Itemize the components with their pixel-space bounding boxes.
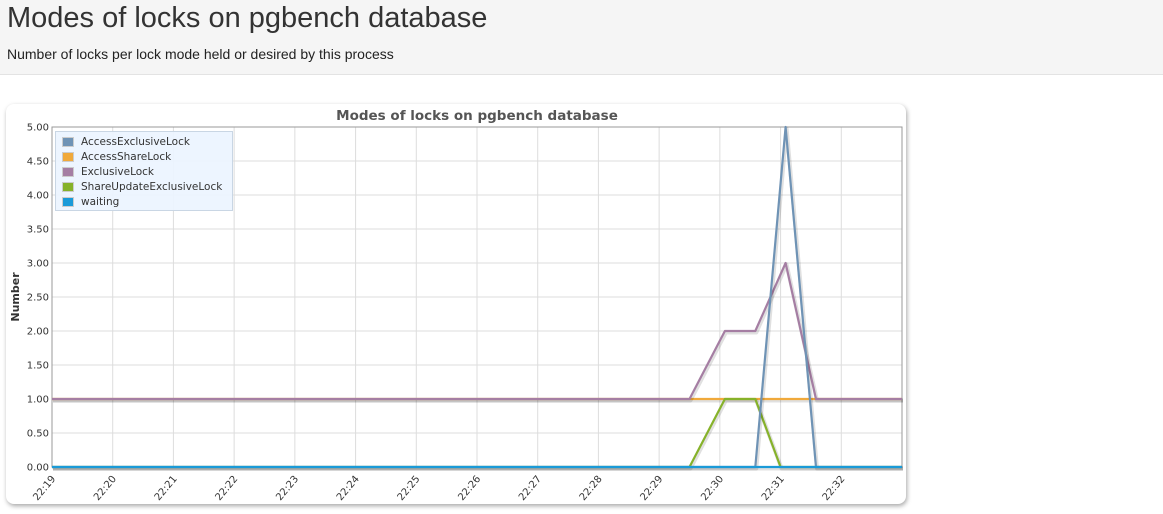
x-tick-label: 22:27: [517, 474, 544, 503]
y-tick-label: 3.00: [27, 259, 49, 270]
x-tick-label: 22:31: [760, 474, 787, 503]
legend-swatch: [62, 136, 74, 147]
legend-item-exclusive-lock[interactable]: ExclusiveLock: [62, 164, 232, 179]
x-tick-label: 22:20: [92, 474, 119, 503]
page-header: Modes of locks on pgbench database Numbe…: [0, 0, 1163, 75]
y-tick-label: 0.00: [27, 463, 49, 474]
legend-label: waiting: [81, 195, 120, 208]
y-tick-label: 2.00: [27, 327, 49, 338]
y-tick-label: 5.00: [27, 123, 49, 134]
y-tick-label: 4.50: [27, 157, 49, 168]
legend-label: AccessExclusiveLock: [81, 135, 190, 148]
y-tick-label: 3.50: [27, 225, 49, 236]
legend-item-access-exclusive-lock[interactable]: AccessExclusiveLock: [62, 134, 232, 149]
y-tick-label: 1.50: [27, 361, 49, 372]
legend-label: AccessShareLock: [81, 150, 172, 163]
x-tick-label: 22:23: [274, 474, 301, 503]
x-tick-label: 22:24: [335, 474, 362, 503]
x-tick-label: 22:26: [456, 474, 483, 503]
x-tick-label: 22:29: [638, 474, 665, 503]
page-title: Modes of locks on pgbench database: [7, 2, 488, 34]
legend-swatch: [62, 166, 74, 177]
legend-swatch: [62, 196, 74, 207]
y-tick-label: 1.00: [27, 395, 49, 406]
x-tick-label: 22:25: [396, 474, 423, 503]
x-tick-label: 22:30: [699, 474, 726, 503]
x-tick-label: 22:19: [31, 474, 58, 503]
legend-item-access-share-lock[interactable]: AccessShareLock: [62, 149, 232, 164]
page-subtitle: Number of locks per lock mode held or de…: [7, 46, 394, 62]
x-tick-label: 22:28: [578, 474, 605, 503]
legend-label: ExclusiveLock: [81, 165, 155, 178]
legend-label: ShareUpdateExclusiveLock: [81, 180, 223, 193]
y-tick-label: 0.50: [27, 429, 49, 440]
y-axis-label: Number: [9, 272, 22, 322]
legend-swatch: [62, 181, 74, 192]
x-tick-label: 22:32: [821, 474, 848, 503]
legend-item-share-update-exclusive-lock[interactable]: ShareUpdateExclusiveLock: [62, 179, 232, 194]
legend-item-waiting[interactable]: waiting: [62, 194, 232, 209]
series-line-exclusive-lock: [52, 261, 902, 401]
legend-swatch: [62, 151, 74, 162]
y-tick-label: 4.00: [27, 191, 49, 202]
x-tick-label: 22:21: [153, 474, 180, 503]
chart-title: Modes of locks on pgbench database: [336, 108, 618, 124]
series-shadow-share-update-exclusive-lock: [53, 398, 903, 471]
chart-legend: AccessExclusiveLock AccessShareLock Excl…: [55, 131, 233, 211]
chart-series: [52, 125, 903, 471]
y-tick-label: 2.50: [27, 293, 49, 304]
series-shadow-exclusive-lock: [53, 262, 903, 403]
x-tick-label: 22:22: [213, 474, 240, 503]
